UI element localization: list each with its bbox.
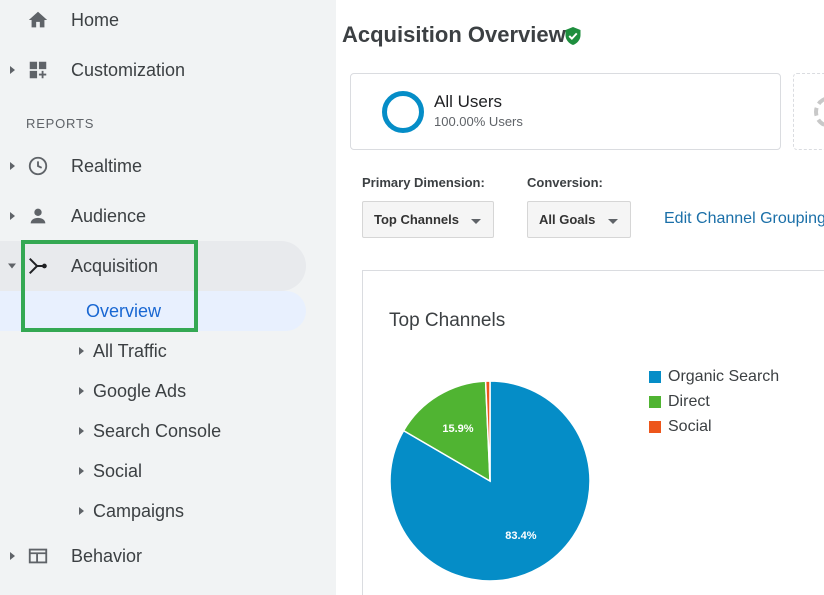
legend-swatch	[649, 396, 661, 408]
legend-label: Direct	[668, 393, 710, 410]
browser-window-icon	[28, 548, 48, 564]
conversion-value: All Goals	[539, 212, 596, 227]
person-icon	[30, 208, 46, 224]
segment-card[interactable]: All Users 100.00% Users	[350, 73, 781, 150]
add-segment-card[interactable]	[793, 73, 824, 150]
sub-item-label: Overview	[86, 300, 162, 321]
acquisition-icon	[29, 257, 47, 275]
nav-home[interactable]: Home	[0, 0, 306, 45]
legend-item[interactable]: Organic Search	[649, 367, 779, 387]
pie-chart: 83.4% 15.9%	[389, 380, 591, 582]
sub-item-label: Campaigns	[93, 500, 185, 521]
legend-item[interactable]: Social	[649, 417, 712, 437]
conversion-label: Conversion:	[527, 175, 603, 190]
home-icon	[28, 11, 48, 28]
nav-realtime[interactable]: Realtime	[0, 141, 306, 191]
sub-item-label: Search Console	[93, 420, 222, 441]
nav-customization-label: Customization	[71, 59, 186, 80]
chart-title: Top Channels	[389, 310, 506, 331]
nav-audience-label: Audience	[71, 205, 147, 226]
segment-subtitle: 100.00% Users	[434, 114, 523, 129]
add-segment-ring-icon	[814, 96, 824, 128]
pie-slice-social[interactable]	[484, 380, 491, 482]
primary-dimension-label: Primary Dimension:	[362, 175, 485, 190]
legend-label: Organic Search	[668, 368, 780, 385]
expand-caret-icon	[79, 507, 84, 515]
pie-data-label: 83.4%	[505, 530, 536, 542]
nav-realtime-label: Realtime	[71, 155, 143, 176]
clock-icon	[28, 156, 48, 176]
main-content: Acquisition Overview All Users 100.00% U…	[336, 0, 824, 595]
conversion-dropdown[interactable]: All Goals	[527, 201, 631, 238]
chart-card: Top Channels 83.4% 15.9% Organic Search Di…	[362, 270, 824, 595]
sub-item-social[interactable]: Social	[0, 451, 306, 491]
expand-caret-icon	[79, 467, 84, 475]
pie-slice-direct[interactable]	[402, 380, 491, 483]
expand-caret-icon	[79, 347, 84, 355]
page-title: Acquisition Overview	[342, 22, 566, 47]
legend-item[interactable]: Direct	[649, 392, 710, 412]
legend-swatch	[649, 371, 661, 383]
chevron-down-icon	[608, 219, 618, 224]
nav-behavior-label: Behavior	[71, 545, 143, 566]
dashboard-icon	[29, 61, 47, 79]
sidebar: Home Customization REPORTS Realtime Audi…	[0, 0, 336, 595]
legend-swatch	[649, 421, 661, 433]
nav-acquisition[interactable]: Acquisition	[0, 241, 306, 291]
expand-caret-icon	[10, 552, 15, 560]
expand-caret-icon	[10, 212, 15, 220]
edit-channel-grouping-link[interactable]: Edit Channel Grouping	[664, 210, 824, 227]
verified-shield-icon	[565, 27, 581, 45]
sub-item-campaigns[interactable]: Campaigns	[0, 491, 306, 531]
sub-item-search-console[interactable]: Search Console	[0, 411, 306, 451]
expand-caret-icon	[10, 162, 15, 170]
nav-behavior[interactable]: Behavior	[0, 531, 306, 581]
pie-data-label: 15.9%	[442, 423, 473, 435]
sub-item-label: Google Ads	[93, 380, 187, 401]
sub-item-label: Social	[93, 460, 143, 481]
chevron-down-icon	[471, 219, 481, 224]
sub-item-google-ads[interactable]: Google Ads	[0, 371, 306, 411]
expand-caret-icon	[79, 427, 84, 435]
segment-ring-icon	[382, 91, 424, 133]
nav-customization[interactable]: Customization	[0, 45, 306, 95]
sub-item-label: All Traffic	[93, 340, 167, 361]
primary-dimension-value: Top Channels	[374, 212, 459, 227]
segment-name: All Users	[434, 92, 503, 111]
expand-caret-icon	[79, 387, 84, 395]
nav-audience[interactable]: Audience	[0, 191, 306, 241]
sub-item-all-traffic[interactable]: All Traffic	[0, 331, 306, 371]
sub-item-overview[interactable]: Overview	[0, 291, 306, 331]
nav-home-label: Home	[71, 9, 120, 30]
primary-dimension-dropdown[interactable]: Top Channels	[362, 201, 494, 238]
legend-label: Social	[668, 418, 712, 435]
reports-section-label: REPORTS	[26, 116, 95, 131]
expand-caret-icon	[10, 66, 15, 74]
collapse-caret-icon	[8, 263, 16, 269]
nav-acquisition-label: Acquisition	[71, 255, 159, 276]
